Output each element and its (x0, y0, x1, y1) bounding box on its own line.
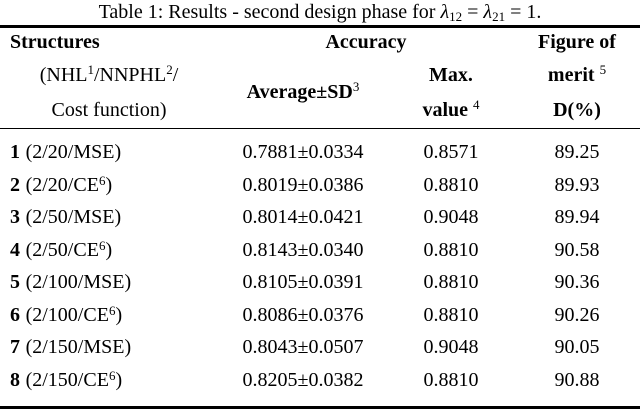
bottom-spacer (0, 396, 640, 406)
max-value-cell: 0.8810 (423, 368, 479, 391)
mid-rule (0, 127, 640, 130)
average-sd-cell: 0.8043±0.0507 (242, 336, 364, 359)
header-structures-sub1: (NHL 1/NNPHL 2/ (39, 61, 179, 86)
average-sd-cell: 0.8014±0.0421 (242, 206, 364, 229)
structure-label: (2/50/CE6) (25, 238, 113, 261)
header-max-value: value 4 (422, 96, 480, 121)
figure-merit-cell: 90.05 (554, 336, 600, 359)
structure-cell: 8 (2/150/CE6) (0, 369, 218, 392)
table-row: 8 (2/150/CE6) 0.8205±0.0382 0.8810 90.88 (0, 364, 640, 397)
lambda-subscript-12: 12 (449, 9, 463, 25)
structure-cell: 2 (2/20/CE6) (0, 174, 218, 197)
average-sd-cell: 0.8019±0.0386 (242, 173, 364, 196)
structure-label: (2/150/MSE) (25, 336, 132, 359)
max-value-cell: 0.8571 (423, 141, 479, 164)
figure-merit-cell: 89.93 (554, 173, 600, 196)
table-row: 4 (2/50/CE6) 0.8143±0.0340 0.8810 90.58 (0, 234, 640, 267)
structure-cell: 4 (2/50/CE6) (0, 239, 218, 262)
average-sd-cell: 0.8143±0.0340 (242, 238, 364, 261)
table-row: 2 (2/20/CE6) 0.8019±0.0386 0.8810 89.93 (0, 169, 640, 202)
footnote-mark-6: 6 (108, 368, 116, 384)
max-value-cell: 0.8810 (423, 173, 479, 196)
footnote-mark-6: 6 (98, 173, 106, 189)
structure-cell: 1 (2/20/MSE) (0, 141, 218, 164)
structure-number: 8 (10, 368, 20, 391)
structure-number: 5 (10, 271, 20, 294)
header-structures: Structures (10, 31, 100, 53)
figure-merit-cell: 90.36 (554, 271, 600, 294)
structure-number: 1 (10, 141, 20, 164)
caption-suffix: = 1. (505, 1, 542, 23)
structure-number: 2 (10, 173, 20, 196)
structure-number: 4 (10, 238, 20, 261)
structure-number: 3 (10, 206, 20, 229)
table-row: 7 (2/150/MSE) 0.8043±0.0507 0.9048 90.05 (0, 331, 640, 364)
caption-text: Table 1: Results - second design phase f… (98, 1, 441, 23)
header-figure-of: Figure of (538, 31, 616, 53)
bottom-rule (0, 406, 640, 409)
header-merit: merit 5 (547, 61, 607, 86)
table-row: 6 (2/100/CE6) 0.8086±0.0376 0.8810 90.26 (0, 299, 640, 332)
average-sd-cell: 0.8205±0.0382 (242, 368, 364, 391)
header-average-sd: Average±SD 3 (246, 79, 360, 103)
figure-merit-cell: 90.26 (554, 303, 600, 326)
top-rule (0, 25, 640, 28)
structure-label: (2/100/MSE) (25, 271, 132, 294)
lambda-symbol: λ (483, 1, 493, 23)
footnote-mark-6: 6 (98, 238, 106, 254)
figure-merit-cell: 90.58 (554, 238, 600, 261)
structure-label: (2/150/CE6) (25, 368, 123, 391)
max-value-cell: 0.9048 (423, 206, 479, 229)
figure-merit-cell: 90.88 (554, 368, 600, 391)
header-max: Max. (429, 63, 473, 86)
structure-label: (2/50/MSE) (25, 206, 122, 229)
average-sd-cell: 0.8105±0.0391 (242, 271, 364, 294)
average-sd-cell: 0.7881±0.0334 (242, 141, 364, 164)
lambda-symbol: λ (440, 1, 450, 23)
structure-number: 7 (10, 336, 20, 359)
structure-cell: 5 (2/100/MSE) (0, 271, 218, 294)
max-value-cell: 0.8810 (423, 271, 479, 294)
lambda-subscript-21: 21 (492, 9, 506, 25)
figure-merit-cell: 89.25 (554, 141, 600, 164)
table-header: Structures Accuracy Figure of (NHL 1/NNPH… (0, 28, 640, 128)
footnote-mark-6: 6 (108, 303, 116, 319)
structure-number: 6 (10, 303, 20, 326)
table-row: 1 (2/20/MSE) 0.7881±0.0334 0.8571 89.25 (0, 136, 640, 169)
figure-merit-cell: 89.94 (554, 206, 600, 229)
table-caption: Table 1: Results - second design phase f… (0, 0, 640, 25)
structure-label: (2/20/MSE) (25, 141, 122, 164)
average-sd-cell: 0.8086±0.0376 (242, 303, 364, 326)
caption-equals: = (462, 1, 484, 23)
max-value-cell: 0.8810 (423, 303, 479, 326)
structure-label: (2/20/CE6) (25, 173, 113, 196)
header-accuracy: Accuracy (325, 31, 407, 53)
table-row: 3 (2/50/MSE) 0.8014±0.0421 0.9048 89.94 (0, 201, 640, 234)
structure-cell: 3 (2/50/MSE) (0, 206, 218, 229)
max-value-cell: 0.8810 (423, 238, 479, 261)
table-body: 1 (2/20/MSE) 0.7881±0.0334 0.8571 89.25 2 (2/2… (0, 129, 640, 396)
header-structures-sub2: Cost function) (51, 98, 167, 121)
table-row: 5 (2/100/MSE) 0.8105±0.0391 0.8810 90.36 (0, 266, 640, 299)
structure-cell: 6 (2/100/CE6) (0, 304, 218, 327)
structure-cell: 7 (2/150/MSE) (0, 336, 218, 359)
structure-label: (2/100/CE6) (25, 303, 123, 326)
max-value-cell: 0.9048 (423, 336, 479, 359)
header-d-percent: D(%) (553, 98, 601, 121)
